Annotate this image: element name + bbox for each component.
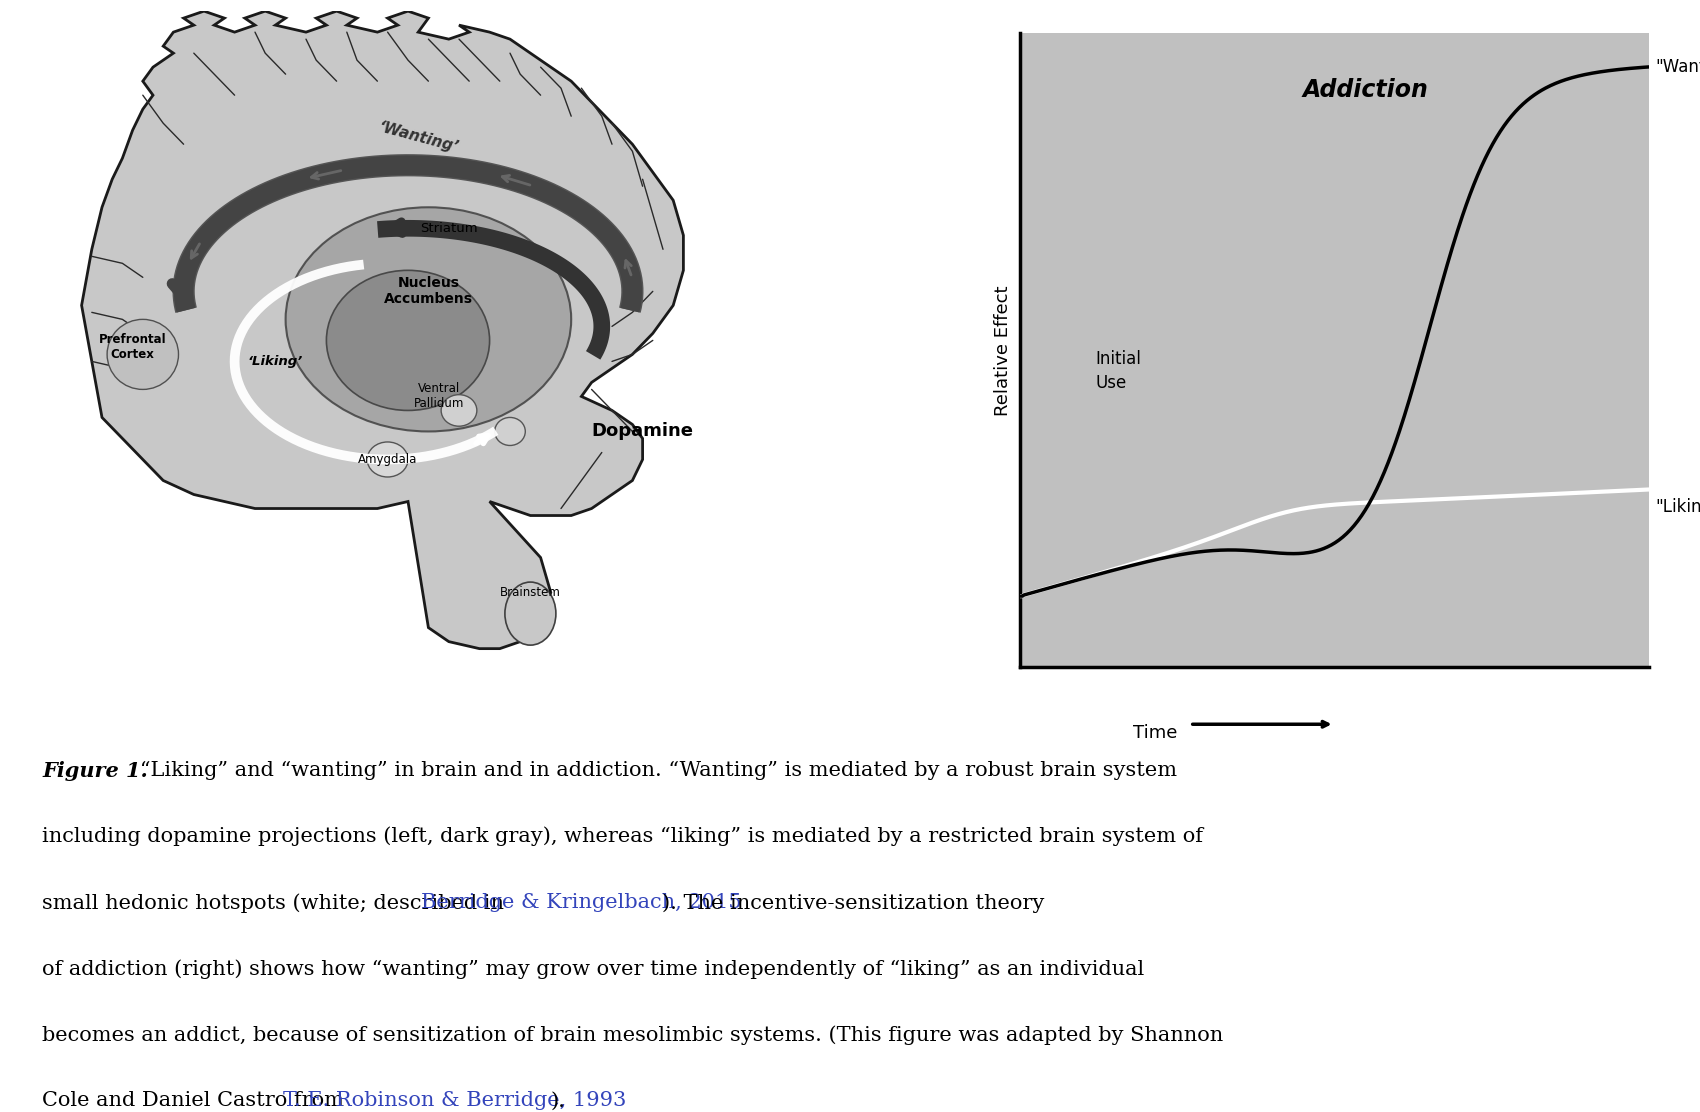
Text: Berridge & Kringelbach, 2015: Berridge & Kringelbach, 2015: [422, 893, 741, 912]
Text: small hedonic hotspots (white; described in: small hedonic hotspots (white; described…: [42, 893, 512, 913]
Ellipse shape: [440, 395, 476, 426]
Text: “Liking” and “wanting” in brain and in addiction. “Wanting” is mediated by a rob: “Liking” and “wanting” in brain and in a…: [121, 761, 1176, 780]
Text: Nucleus
Accumbens: Nucleus Accumbens: [384, 276, 473, 307]
Ellipse shape: [286, 207, 571, 431]
Text: "Liking": "Liking": [1656, 498, 1700, 516]
Text: Amygdala: Amygdala: [359, 453, 416, 466]
Text: becomes an addict, because of sensitization of brain mesolimbic systems. (This f: becomes an addict, because of sensitizat…: [42, 1025, 1224, 1045]
Text: Time: Time: [1134, 724, 1178, 742]
Text: ).: ).: [551, 1092, 564, 1111]
Ellipse shape: [367, 441, 408, 477]
Text: Figure 1.: Figure 1.: [42, 761, 148, 781]
Text: ‘Liking’: ‘Liking’: [248, 355, 303, 368]
Ellipse shape: [495, 417, 525, 446]
Text: T. E. Robinson & Berridge, 1993: T. E. Robinson & Berridge, 1993: [284, 1092, 627, 1111]
Text: "Wanting": "Wanting": [1656, 58, 1700, 76]
Text: Brainstem: Brainstem: [500, 586, 561, 599]
Text: ‘Wanting’: ‘Wanting’: [376, 119, 461, 156]
Text: Striatum: Striatum: [420, 221, 478, 235]
Text: Initial
Use: Initial Use: [1095, 350, 1141, 391]
Text: including dopamine projections (left, dark gray), whereas “liking” is mediated b: including dopamine projections (left, da…: [42, 826, 1204, 846]
Text: Prefrontal
Cortex: Prefrontal Cortex: [99, 334, 167, 361]
Text: Ventral
Pallidum: Ventral Pallidum: [413, 383, 464, 410]
Polygon shape: [82, 11, 683, 648]
Ellipse shape: [505, 582, 556, 645]
Text: Cole and Daniel Castro from: Cole and Daniel Castro from: [42, 1092, 352, 1111]
Text: Dopamine: Dopamine: [592, 423, 694, 440]
Text: Addiction: Addiction: [1302, 78, 1430, 101]
Ellipse shape: [326, 270, 490, 410]
Text: ). The incentive-sensitization theory: ). The incentive-sensitization theory: [661, 893, 1044, 913]
Text: of addiction (right) shows how “wanting” may grow over time independently of “li: of addiction (right) shows how “wanting”…: [42, 959, 1144, 979]
Ellipse shape: [107, 319, 178, 389]
Y-axis label: Relative Effect: Relative Effect: [994, 285, 1011, 416]
